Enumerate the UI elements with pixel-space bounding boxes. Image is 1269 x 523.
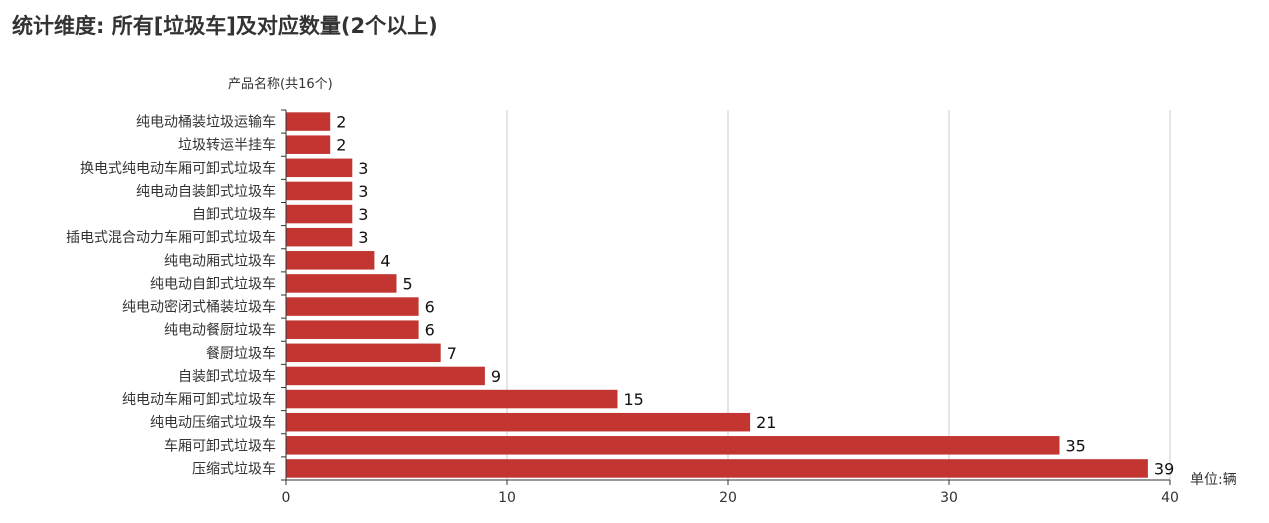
value-label: 4 xyxy=(380,251,390,270)
category-label: 纯电动桶装垃圾运输车 xyxy=(136,114,276,131)
category-label: 纯电动车厢可卸式垃圾车 xyxy=(122,391,276,408)
bar xyxy=(286,227,353,247)
value-label: 15 xyxy=(624,390,644,409)
category-label: 插电式混合动力车厢可卸式垃圾车 xyxy=(66,229,276,246)
bar xyxy=(286,343,441,363)
bar xyxy=(286,366,485,386)
value-label: 9 xyxy=(491,367,501,386)
bar xyxy=(286,320,419,339)
category-label: 纯电动自装卸式垃圾车 xyxy=(136,183,276,200)
value-label: 3 xyxy=(358,228,368,247)
bar xyxy=(286,412,751,432)
category-label: 纯电动压缩式垃圾车 xyxy=(150,414,276,431)
bar xyxy=(286,436,1060,455)
category-label: 餐厨垃圾车 xyxy=(206,345,276,362)
x-tick-label: 30 xyxy=(940,490,958,506)
category-label: 纯电动餐厨垃圾车 xyxy=(164,322,276,339)
bar xyxy=(286,459,1148,478)
category-label: 换电式纯电动车厢可卸式垃圾车 xyxy=(80,160,276,177)
bar xyxy=(286,389,618,409)
bar xyxy=(286,135,331,154)
value-label: 39 xyxy=(1154,459,1174,478)
value-label: 2 xyxy=(336,136,346,155)
value-label: 6 xyxy=(425,298,435,317)
category-label: 车厢可卸式垃圾车 xyxy=(164,437,276,454)
value-label: 3 xyxy=(358,182,368,201)
value-label: 21 xyxy=(756,413,776,432)
value-label: 3 xyxy=(358,205,368,224)
value-label: 7 xyxy=(447,344,457,363)
category-label: 压缩式垃圾车 xyxy=(192,460,276,477)
y-axis-title: 产品名称(共16个) xyxy=(228,76,333,92)
bar xyxy=(286,251,375,270)
value-label: 2 xyxy=(336,113,346,132)
value-label: 3 xyxy=(358,159,368,178)
value-label: 35 xyxy=(1066,436,1086,455)
category-label: 垃圾转运半挂车 xyxy=(178,137,276,154)
value-label: 5 xyxy=(403,274,413,293)
bar xyxy=(286,297,419,316)
value-label: 6 xyxy=(425,321,435,340)
bar xyxy=(286,158,353,178)
bar xyxy=(286,274,397,293)
bar xyxy=(286,181,353,201)
category-label: 自装卸式垃圾车 xyxy=(178,368,276,385)
category-label: 纯电动厢式垃圾车 xyxy=(164,252,276,269)
x-tick-label: 0 xyxy=(282,490,291,506)
x-tick-label: 20 xyxy=(719,490,737,506)
x-tick-label: 40 xyxy=(1161,490,1179,506)
category-label: 纯电动密闭式桶装垃圾车 xyxy=(122,299,276,316)
page-title: 统计维度: 所有[垃圾车]及对应数量(2个以上) xyxy=(12,14,438,38)
category-label: 纯电动自卸式垃圾车 xyxy=(150,275,276,292)
bar xyxy=(286,204,353,224)
bar xyxy=(286,112,331,131)
x-tick-label: 10 xyxy=(498,490,516,506)
unit-label: 单位:辆 xyxy=(1190,472,1237,488)
category-label: 自卸式垃圾车 xyxy=(192,206,276,223)
axes: 0 10 20 30 40 纯电动桶装垃圾运输车垃圾转运半挂车换电式纯电动车厢可卸式垃圾车… xyxy=(66,109,1179,506)
